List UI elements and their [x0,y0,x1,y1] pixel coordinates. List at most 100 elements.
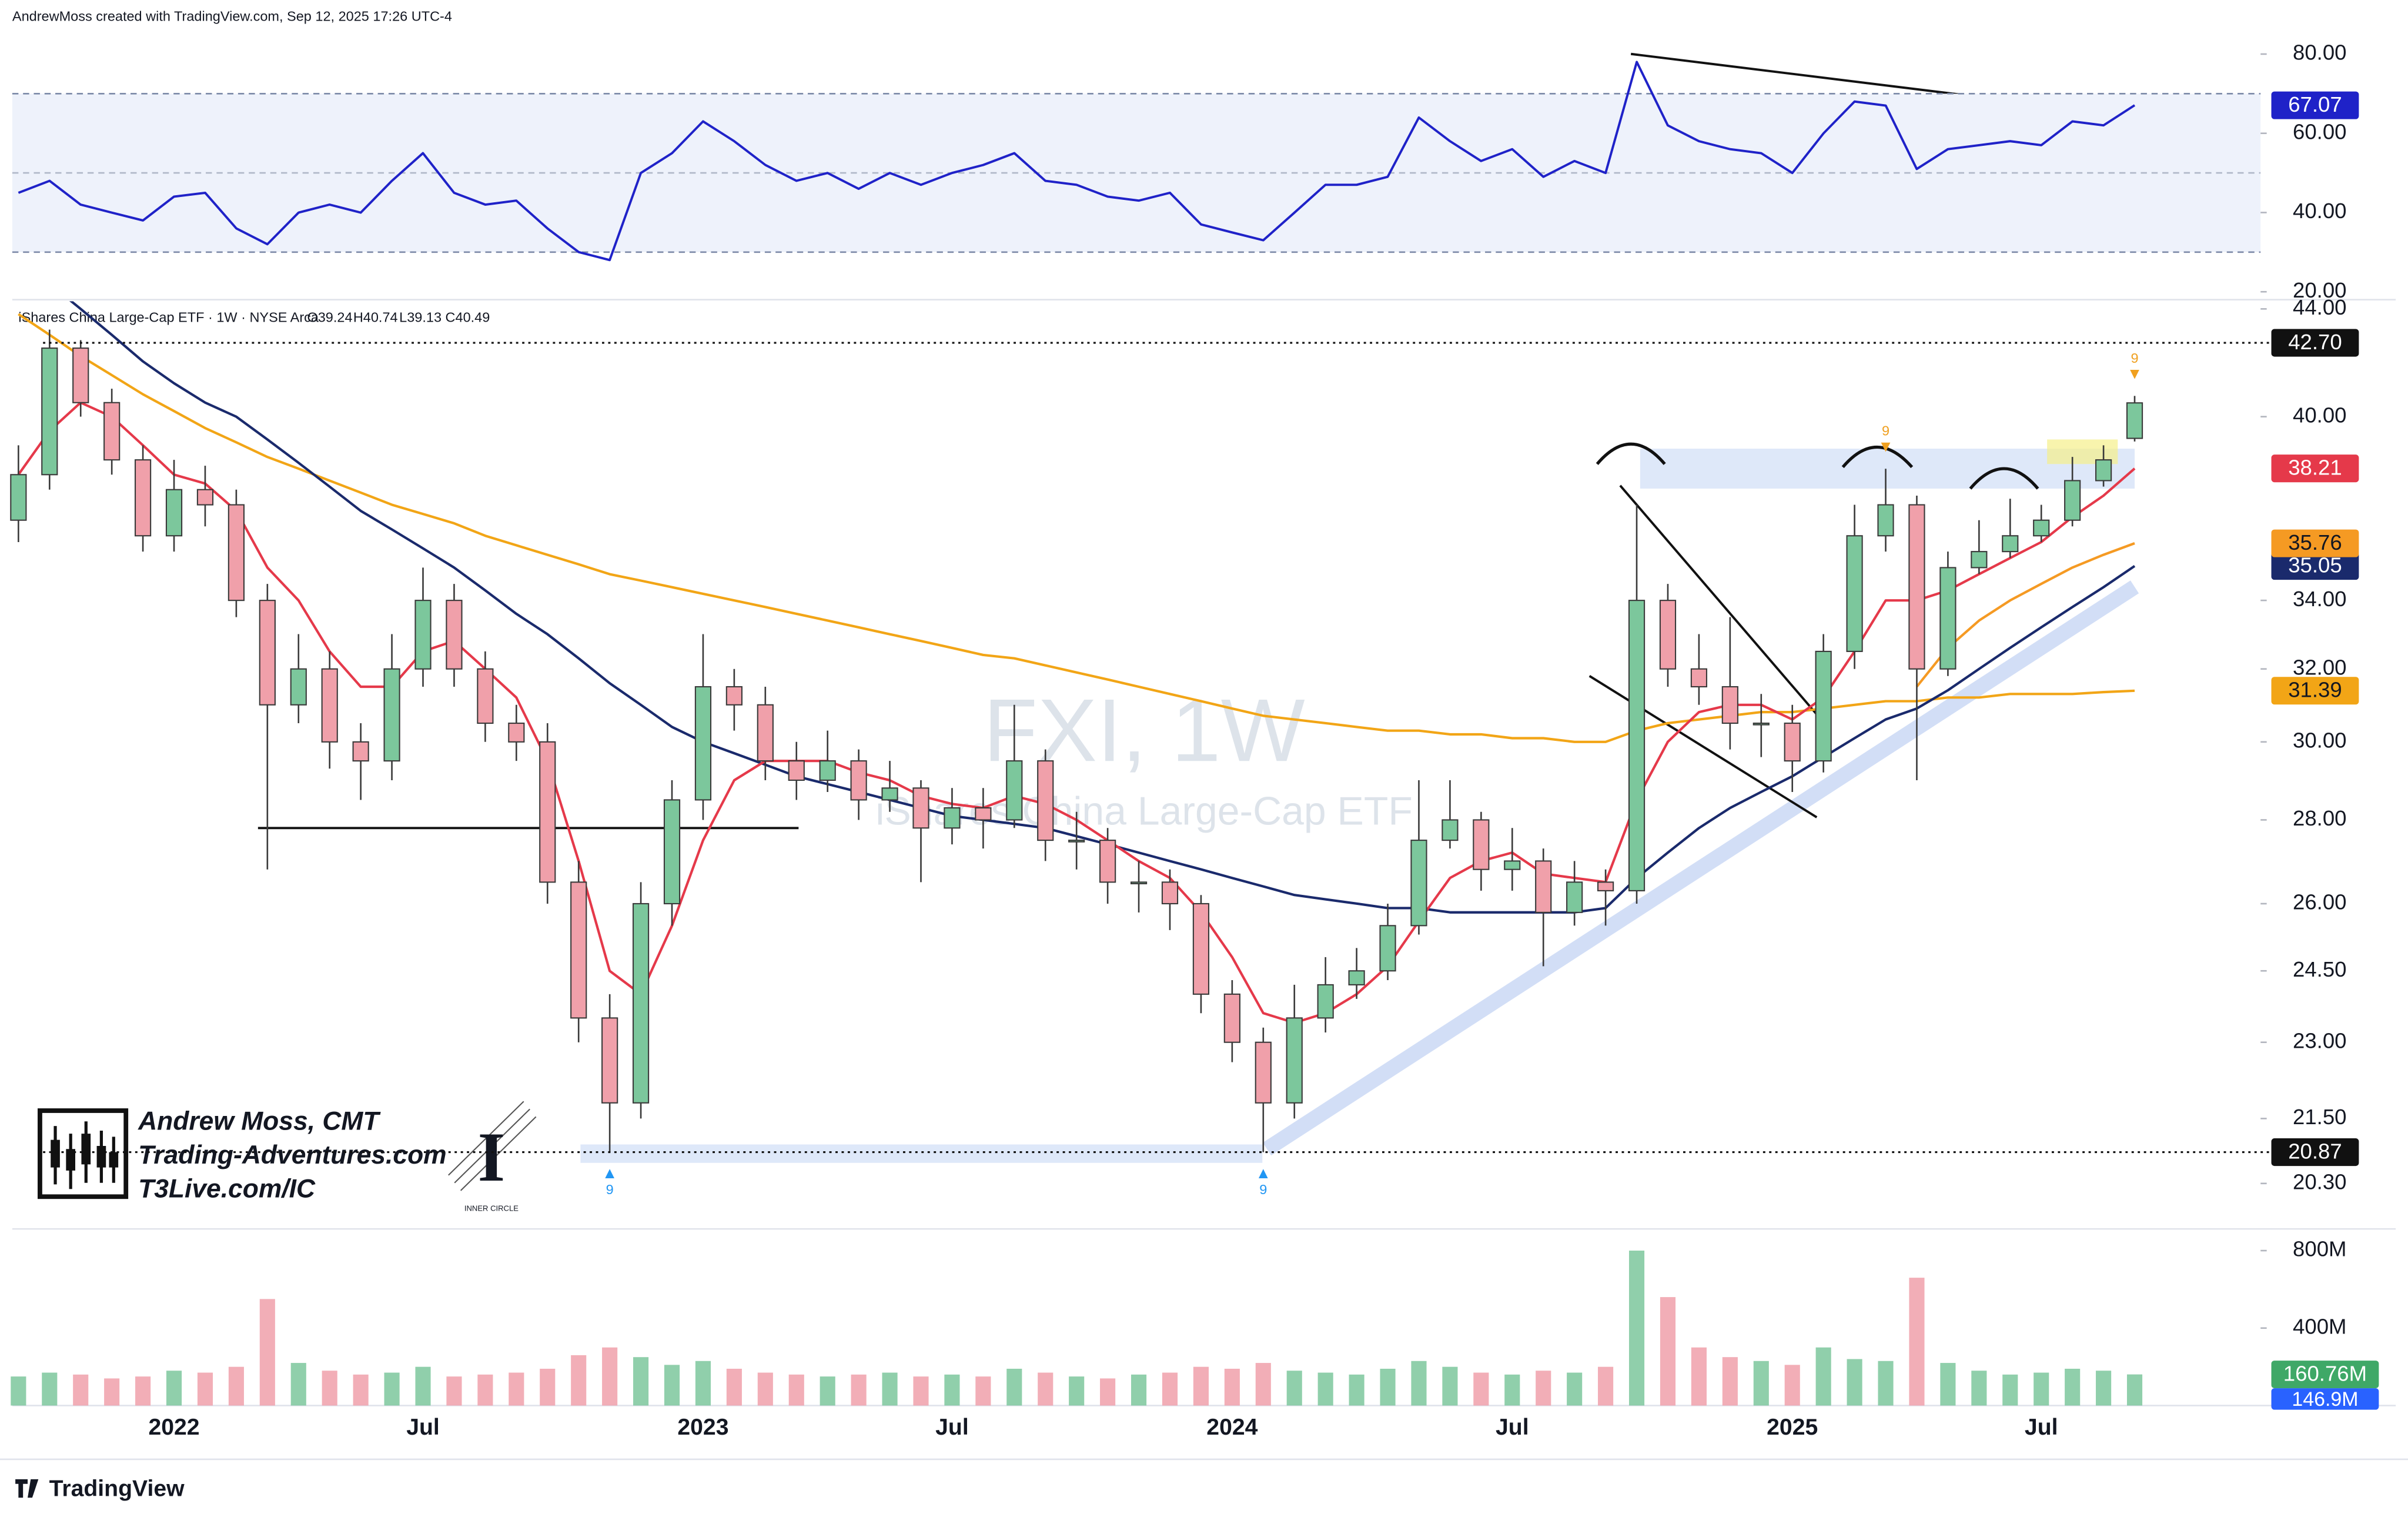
volume-bar [2034,1372,2049,1406]
volume-bar [1255,1363,1271,1406]
volume-bar [1660,1297,1676,1406]
volume-ma-label-bg [2271,1388,2379,1410]
ohlc-value: L39.13 [399,309,442,325]
volume-bar [415,1366,431,1406]
candle-body [1161,881,1179,905]
wedge-line [1619,484,1818,716]
candle-body [1379,925,1396,972]
arc [1596,442,1666,465]
volume-bar [975,1376,991,1406]
volume-bar [726,1368,742,1406]
volume-bar [1815,1347,1831,1406]
candle-body [477,668,494,724]
candle-body [725,686,743,706]
candle-body [1659,600,1677,670]
y-tick-label: 26.00 [2293,890,2347,914]
candle-body [2064,480,2081,521]
volume-bar [944,1374,960,1406]
volume-bar [353,1374,369,1406]
candle-body [1535,860,1552,913]
candle-body [103,402,121,461]
volume-label-bg [2271,1361,2379,1389]
candle-body [41,347,58,476]
candle-body [196,489,214,506]
rsi-line [18,61,2136,262]
x-tick-label: Jul [1496,1415,1529,1440]
y-tick-label: 21.50 [2293,1105,2347,1129]
candle-body [975,807,992,821]
volume-bar [882,1372,898,1406]
y-tick-label: 34.00 [2293,587,2347,611]
td-count: 9 [2131,350,2138,366]
candle-body [1815,650,1832,762]
candle-body [1442,819,1459,841]
td-arrow [605,1169,614,1178]
td-arrow [1258,1169,1268,1178]
candle-body [383,668,400,762]
overlay-value-label-bg [2271,677,2359,705]
volume-bar [11,1376,26,1406]
volume-bar [820,1376,835,1406]
emblem-letter: I [478,1118,506,1196]
watermark-subtitle: iShares China Large-Cap ETF [875,790,1412,834]
y-tick-label: 60.00 [2293,119,2347,143]
volume-ma-label: 146.9M [2292,1388,2358,1411]
td-arrow [1881,442,1891,452]
legend: iShares China Large-Cap ETF · 1W · NYSE … [18,309,319,325]
wedge-line [1588,675,1818,818]
candle-body [944,807,961,829]
volume-bar [1753,1361,1769,1406]
volume-bar [1100,1378,1116,1406]
volume-bar [1317,1372,1333,1406]
candle-body [72,347,89,403]
volume-bar [104,1378,120,1406]
ohlc-value: H40.74 [353,309,398,325]
y-tick-label: 40.00 [2293,199,2347,223]
candle-body [2126,402,2143,439]
volume-bar [446,1376,462,1406]
candle-body [1223,993,1240,1043]
overlay-value-label: 31.39 [2288,678,2342,702]
candle-body [228,504,245,601]
volume-bar [571,1355,587,1406]
overlay-value-label-bg [2271,552,2359,580]
volume-bar [788,1374,804,1406]
footer-icon [15,1479,39,1498]
volume-bar [322,1371,337,1406]
y-tick-label: 30.00 [2293,728,2347,752]
volume-bar [1224,1368,1240,1406]
candle-body [259,600,276,706]
candle-body [321,668,338,743]
candle-body [570,881,587,1019]
candle-body [414,600,432,670]
candle-body [352,741,369,762]
support-zone [580,1144,1263,1163]
level-label: 20.87 [2288,1139,2342,1164]
x-tick-label: Jul [935,1415,969,1440]
candle-body [2002,535,2019,553]
volume-bar [757,1372,773,1406]
volume-label: 160.76M [2283,1362,2367,1386]
candle-body [1908,504,1925,670]
candle-body [1566,881,1583,913]
candle-body [632,903,650,1104]
volume-bar [1411,1361,1427,1406]
ohlc-legend: O39.24 H40.74 L39.13 C40.49 [307,309,490,325]
level-label: 42.70 [2288,330,2342,354]
candle-body [694,686,712,801]
overlay-value-label-bg [2271,454,2359,483]
volume-bar [1784,1365,1800,1406]
candle-body [134,459,152,537]
candle-body [1971,551,1988,569]
overlay-value-label: 38.21 [2288,456,2342,480]
candle-body [1410,840,1427,927]
candle-body [1877,504,1894,537]
y-tick-label: 40.00 [2293,403,2347,427]
y-tick-label: 20.00 [2293,278,2347,302]
candle-body [1939,567,1956,670]
volume-bar [1162,1372,1178,1406]
volume-bar [1878,1361,1894,1406]
volume-bar [1909,1278,1925,1406]
candle-body [850,760,867,801]
